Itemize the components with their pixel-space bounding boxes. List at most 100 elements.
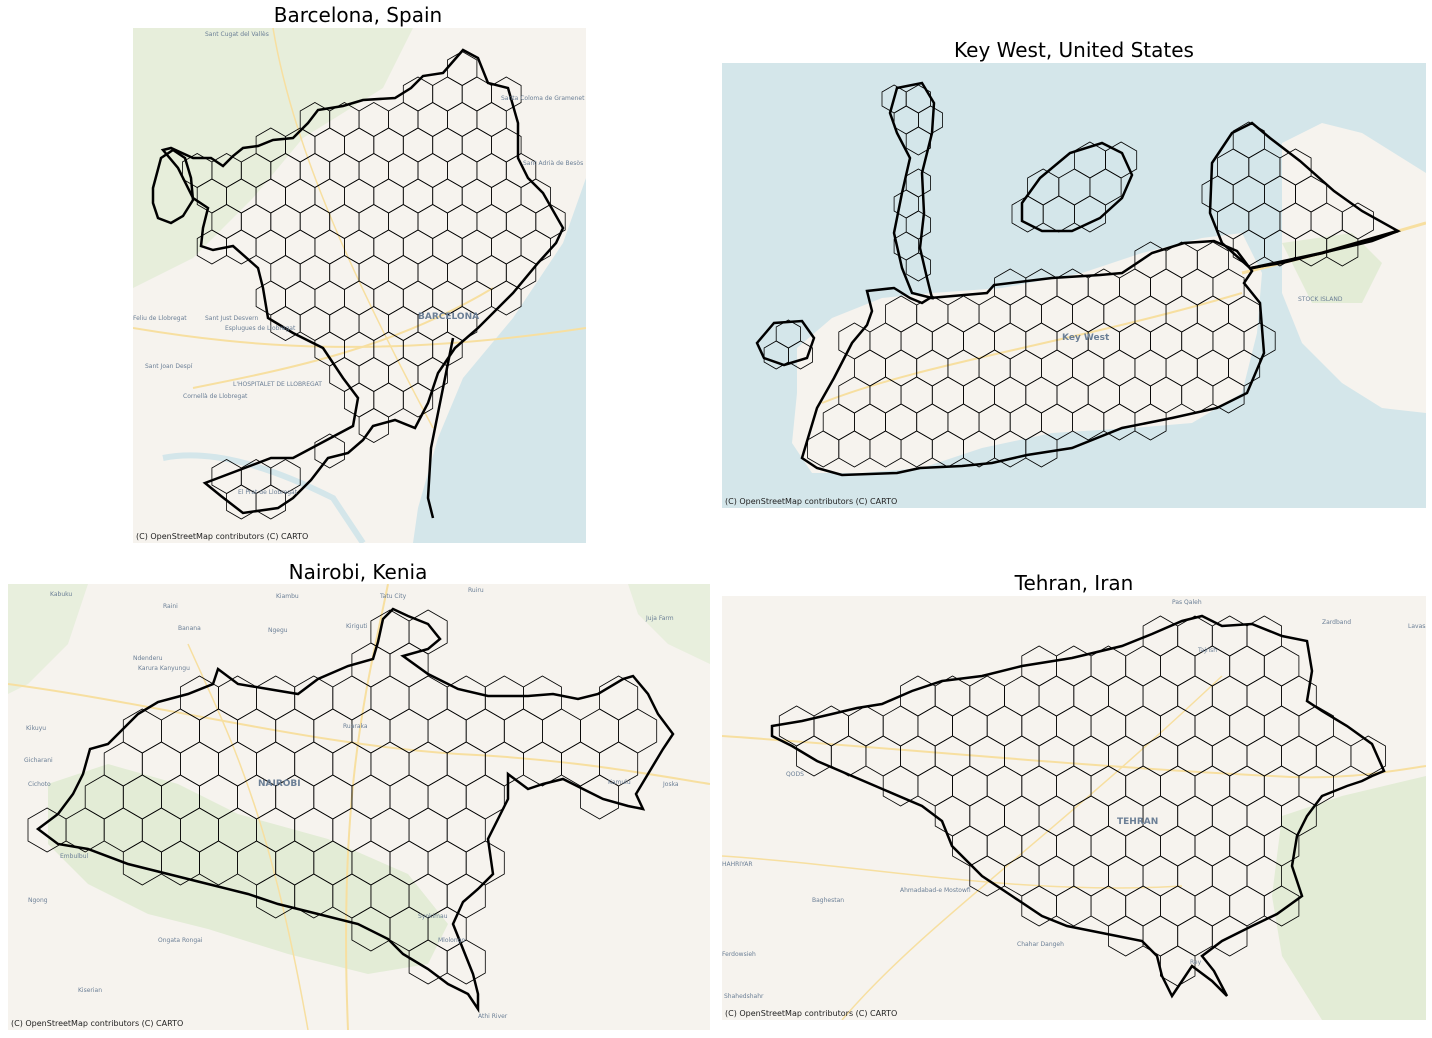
map-label: Pas Qaleh xyxy=(1172,599,1202,606)
panel-title: Barcelona, Spain xyxy=(273,3,443,27)
map-label: Raini xyxy=(163,603,178,610)
map-label: BARCELONA xyxy=(418,312,479,322)
city-boundary xyxy=(35,607,675,1014)
hex-cell xyxy=(1326,229,1359,267)
park-area xyxy=(1272,776,1426,1020)
map-label: Ongata Rongai xyxy=(158,937,203,944)
hex-grid xyxy=(778,615,1386,987)
map-label: Cornellà de Llobregat xyxy=(183,393,248,400)
map-label: Lavasan xyxy=(1408,623,1426,630)
hex-cell xyxy=(1263,885,1300,927)
map-label: Banana xyxy=(178,625,201,632)
map-label: TEHRAN xyxy=(1117,817,1158,827)
map-attribution: (C) OpenStreetMap contributors (C) CARTO xyxy=(11,1019,184,1028)
road xyxy=(133,327,586,348)
map-label: Key West xyxy=(1062,333,1110,343)
park-area xyxy=(8,584,88,694)
hex-cell xyxy=(1212,376,1245,414)
hex-cell xyxy=(1211,915,1248,957)
map-label: Zardband xyxy=(1322,619,1351,626)
map-label: Baghestan xyxy=(812,897,844,904)
map-label: Kabuku xyxy=(50,591,72,598)
map-label: Ngong xyxy=(28,897,48,904)
hex-cell xyxy=(1350,735,1386,777)
road xyxy=(821,292,1243,404)
map-panel-tehran: Tehran, Iran Pas Qaleh Tajrish Zardband … xyxy=(716,550,1432,1038)
hex-cell xyxy=(358,408,390,443)
hex-cell xyxy=(905,252,931,282)
map-label: Joska xyxy=(662,781,679,788)
map-panel-key-west: Key West, United States Key West STOCK I… xyxy=(716,0,1432,550)
hex-cell xyxy=(580,774,619,820)
map-label: HAHRIYAR xyxy=(722,861,753,868)
map-label: Juja Farm xyxy=(645,615,674,622)
city-boundary xyxy=(160,48,565,515)
map-label: Sant Adrià de Besòs xyxy=(523,160,583,167)
city-boundary-north-island xyxy=(1020,141,1134,233)
hex-grid xyxy=(27,609,658,985)
map-key-west: Key West STOCK ISLAND (C) OpenStreetMap … xyxy=(722,63,1426,508)
map-panel-barcelona: Barcelona, Spain Sant Cugat del Vallès S… xyxy=(0,0,716,550)
map-label: Athi River xyxy=(478,1013,508,1020)
map-label: Sant Cugat del Vallès xyxy=(205,31,269,38)
island-land xyxy=(792,233,1262,473)
map-label: L'HOSPITALET DE LLOBREGAT xyxy=(233,381,322,388)
map-label: Mlolongo xyxy=(438,937,465,944)
map-canvas: Kabuku Raini Kiambu Tatu City Ruiru Juja… xyxy=(8,584,710,1030)
map-label: Sant Joan Despí xyxy=(145,363,193,370)
hex-cell xyxy=(1073,195,1106,233)
map-canvas: Pas Qaleh Tajrish Zardband Lavasan QODS … xyxy=(722,596,1426,1020)
hex-cell xyxy=(446,939,486,985)
map-label: Kiambu xyxy=(276,593,299,600)
city-boundary-channel xyxy=(888,81,936,300)
map-label: QODS xyxy=(786,771,804,778)
map-label: Ruiru xyxy=(468,587,484,594)
hex-cell xyxy=(788,340,813,370)
map-tehran: Pas Qaleh Tajrish Zardband Lavasan QODS … xyxy=(722,596,1426,1020)
map-canvas: Key West STOCK ISLAND xyxy=(722,63,1426,508)
map-panel-nairobi: Nairobi, Kenia Kabuku Raini Kiambu Tatu … xyxy=(0,550,716,1038)
hex-grid xyxy=(182,51,566,520)
sea-area xyxy=(413,178,586,543)
city-boundary-west xyxy=(151,148,195,225)
map-label: Ngegu xyxy=(268,627,288,634)
map-attribution: (C) OpenStreetMap contributors (C) CARTO xyxy=(136,532,309,541)
hex-cell xyxy=(314,433,345,469)
park-area xyxy=(1282,233,1382,303)
road xyxy=(187,643,309,1030)
map-label: NAIROBI xyxy=(258,779,301,789)
map-attribution: (C) OpenStreetMap contributors (C) CARTO xyxy=(725,497,898,506)
city-boundary-islet xyxy=(755,319,816,367)
map-label: Kikuyu xyxy=(26,725,46,732)
map-label: Santa Coloma de Gramenet xyxy=(501,95,585,102)
map-label: El Prat de Llobregat xyxy=(238,489,298,496)
map-nairobi: Kabuku Raini Kiambu Tatu City Ruiru Juja… xyxy=(8,584,710,1030)
map-label: Tajrish xyxy=(1197,647,1217,654)
map-label: Kamulu xyxy=(608,779,631,786)
hex-cell xyxy=(1025,430,1058,468)
map-label: Kiriguti xyxy=(346,623,368,630)
map-canvas: Sant Cugat del Vallès Santa Coloma de Gr… xyxy=(133,28,586,543)
panel-title: Tehran, Iran xyxy=(1014,571,1134,595)
city-boundary xyxy=(800,239,1266,477)
map-label: Gicharani xyxy=(24,757,53,764)
panel-title: Key West, United States xyxy=(954,38,1194,62)
map-label: Embulbul xyxy=(60,853,89,860)
map-label: Ruaraka xyxy=(343,723,368,730)
map-label: Esplugues de Llobregat xyxy=(225,325,296,332)
map-attribution: (C) OpenStreetMap contributors (C) CARTO xyxy=(725,1009,898,1018)
road xyxy=(192,287,494,389)
road xyxy=(8,683,710,785)
road xyxy=(345,584,389,1030)
panel-title: Nairobi, Kenia xyxy=(288,560,428,584)
map-label: Karura Kanyungu xyxy=(138,665,190,672)
hex-cell xyxy=(402,382,434,418)
map-label: STOCK ISLAND xyxy=(1298,296,1343,303)
road xyxy=(722,735,1426,779)
map-label: Rey xyxy=(1190,959,1202,966)
map-label: Tatu City xyxy=(379,593,407,600)
map-label: Ndenderu xyxy=(133,655,163,662)
map-label: Feliu de Llobregat xyxy=(133,315,187,322)
map-label: Ferdowsieh xyxy=(722,951,756,958)
hex-cell xyxy=(1159,945,1196,987)
